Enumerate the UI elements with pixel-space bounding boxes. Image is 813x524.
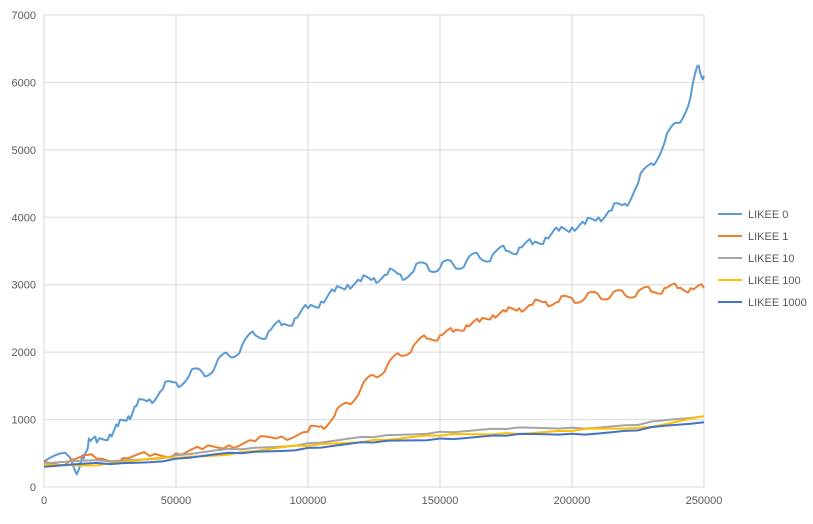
legend-label: LIKEE 1000: [748, 297, 807, 309]
x-tick-label: 50000: [161, 495, 192, 507]
legend-label: LIKEE 100: [748, 275, 801, 287]
series-line: [43, 421, 705, 468]
x-tick-label: 0: [41, 495, 47, 507]
series-line: [43, 282, 705, 466]
legend-label: LIKEE 1: [748, 231, 788, 243]
legend-label: LIKEE 0: [748, 209, 788, 221]
series-line: [43, 415, 705, 467]
x-tick-label: 250000: [686, 495, 723, 507]
y-tick-label: 0: [30, 482, 36, 494]
y-tick-label: 6000: [12, 77, 36, 89]
y-tick-label: 2000: [12, 347, 36, 359]
y-tick-label: 5000: [12, 145, 36, 157]
x-tick-label: 100000: [290, 495, 327, 507]
y-tick-label: 3000: [12, 280, 36, 292]
axes: 0 1000 2000 3000 4000 5000 6000 7000 0 50000 10000…: [12, 10, 723, 507]
x-tick-label: 150000: [422, 495, 459, 507]
y-tick-label: 7000: [12, 10, 36, 22]
x-tick-label: 200000: [554, 495, 591, 507]
legend-label: LIKEE 10: [748, 253, 794, 265]
series-line: [43, 64, 705, 476]
y-tick-label: 1000: [12, 415, 36, 427]
grid-lines: [43, 14, 705, 488]
legend: LIKEE 0 LIKEE 1 LIKEE 10 LIKEE 100 LIKEE 100…: [718, 209, 807, 309]
plot-series: [43, 64, 705, 476]
y-tick-label: 4000: [12, 212, 36, 224]
